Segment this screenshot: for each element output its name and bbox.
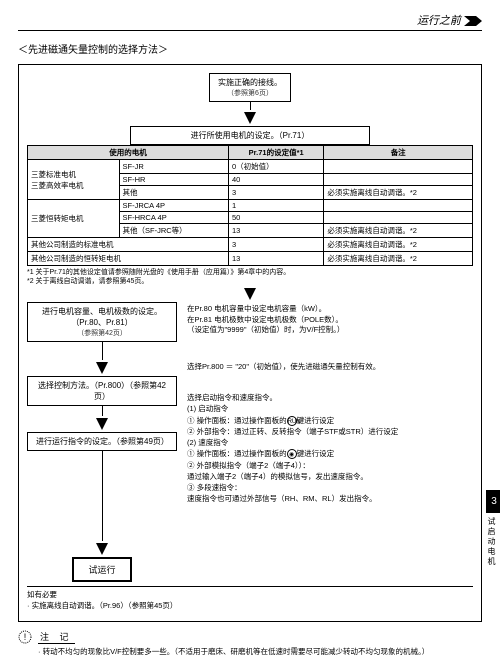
control-note: 选择Pr.800 ＝ "20"（初始值），使先进磁通矢量控制有效。	[187, 362, 473, 373]
chapter-label: 试启动电机	[486, 517, 497, 567]
cell	[324, 174, 473, 186]
cell: 1	[228, 200, 323, 212]
arrow-icon	[96, 418, 108, 430]
startup-l: ② 外部模拟指令（端子2（端子4））：	[187, 460, 473, 471]
trial-run-label: 试运行	[88, 565, 115, 575]
cell	[324, 212, 473, 224]
cell: 其他	[119, 186, 228, 200]
startup-l: (1) 启动指令	[187, 403, 473, 414]
step-control: 选择控制方法。（Pr.800）（参照第42页）	[27, 376, 177, 406]
step-run-label: 进行运行指令的设定。（参照第49页）	[36, 437, 169, 446]
connector	[102, 406, 103, 416]
cell	[324, 200, 473, 212]
startup-l: 通过输入端子2（端子4）的模拟信号，发出速度指令。	[187, 471, 473, 482]
page-header: 运行之前	[18, 12, 482, 31]
step-wiring: 实施正确的接线。 （参照第6页）	[209, 73, 291, 102]
trial-run: 试运行	[72, 557, 131, 582]
step-wiring-ref: （参照第6页）	[218, 88, 282, 98]
cell: 0（初始值）	[228, 160, 323, 174]
startup-l: 速度指令也可通过外部信号（RH、RM、RL）发出指令。	[187, 493, 473, 504]
step-capacity-ref: （参照第42页）	[36, 328, 168, 338]
step-capacity: 进行电机容量、电机极数的设定。（Pr.80、Pr.81） （参照第42页）	[27, 302, 177, 342]
connector	[250, 102, 251, 110]
cell: 必须实施离线自动调谐。*2	[324, 252, 473, 266]
info-icon: !	[18, 630, 32, 646]
capacity-notes: 在Pr.80 电机容量中设定电机容量（kW）。 在Pr.81 电机极数中设定电机…	[187, 304, 473, 336]
step-capacity-label: 进行电机容量、电机极数的设定。（Pr.80、Pr.81）	[36, 306, 168, 328]
run-key-icon: RUN	[287, 416, 297, 426]
th-note: 备注	[324, 146, 473, 160]
flowchart: 实施正确的接线。 （参照第6页） 进行所使用电机的设定。（Pr.71） 使用的电…	[18, 64, 482, 622]
connector	[102, 451, 103, 541]
step-wiring-label: 实施正确的接线。	[218, 77, 282, 88]
chapter-number: 3	[486, 490, 500, 513]
startup-l: (2) 速度指令	[187, 437, 473, 448]
cell: SF-JRCA 4P	[119, 200, 228, 212]
cell: 50	[228, 212, 323, 224]
cell: 其他公司制造的标准电机	[28, 238, 229, 252]
cell: 三菱标准电机三菱高效率电机	[28, 160, 120, 200]
startup-notes: 选择启动指令和速度指令。 (1) 启动指令 ① 操作面板：通过操作面板的RUN键…	[187, 392, 473, 505]
startup-l: ① 操作面板：通过操作面板的RUN键进行设定	[187, 415, 473, 426]
startup-l: ② 外部指令：通过正转、反转指令（端子STF或STR）进行设定	[187, 426, 473, 437]
step-motor-setup: 进行所使用电机的设定。（Pr.71）	[130, 126, 370, 145]
cell: 3	[228, 186, 323, 200]
cell: 必须实施离线自动调谐。*2	[324, 186, 473, 200]
cell: SF-JR	[119, 160, 228, 174]
cell	[324, 160, 473, 174]
motor-table: 使用的电机 Pr.71的设定值*1 备注 三菱标准电机三菱高效率电机SF-JR0…	[27, 145, 473, 266]
step-motor-label: 进行所使用电机的设定。（Pr.71）	[191, 131, 310, 140]
cell: 必须实施离线自动调谐。*2	[324, 224, 473, 238]
th-value: Pr.71的设定值*1	[228, 146, 323, 160]
cell: 40	[228, 174, 323, 186]
note-title: 注 记	[38, 630, 75, 644]
if-needed-line: · 实施离线自动调谐。（Pr.96）（参照第45页）	[27, 600, 473, 611]
cell: 3	[228, 238, 323, 252]
if-needed-title: 如有必要	[27, 589, 473, 600]
arrow-icon	[244, 288, 256, 300]
note-line: 在Pr.80 电机容量中设定电机容量（kW）。	[187, 304, 473, 315]
step-run-cmd: 进行运行指令的设定。（参照第49页）	[27, 432, 177, 451]
cell: SF-HR	[119, 174, 228, 186]
startup-l: ③ 多段速指令：	[187, 482, 473, 493]
note-block: ! 注 记 · 转动不均匀的现象比V/F控制要多一些。（不适用于磨床、研磨机等在…	[18, 630, 482, 657]
startup-l: ① 操作面板：通过操作面板的◉键进行设定	[187, 448, 473, 459]
arrow-icon	[244, 112, 256, 124]
dial-icon: ◉	[287, 449, 297, 459]
cell: 必须实施离线自动调谐。*2	[324, 238, 473, 252]
side-tab: 3 试启动电机	[486, 490, 500, 567]
header-icon	[464, 16, 482, 26]
arrow-icon	[96, 362, 108, 374]
cell: 13	[228, 224, 323, 238]
svg-text:!: !	[24, 632, 27, 642]
note-line: 在Pr.81 电机极数中设定电机极数（POLE数）。	[187, 315, 473, 326]
note-line: （设定值为"9999"（初始值）时，为V/F控制。）	[187, 325, 473, 336]
if-needed-box: 如有必要 · 实施离线自动调谐。（Pr.96）（参照第45页）	[27, 586, 473, 611]
footnote-2: *2 关于离线自动调谐，请参照第45页。	[27, 277, 290, 286]
step-control-label: 选择控制方法。（Pr.800）（参照第42页）	[38, 381, 166, 401]
page: 运行之前 ＜先进磁通矢量控制的选择方法＞ 实施正确的接线。 （参照第6页） 进行…	[0, 0, 500, 669]
cell: 其他公司制造的恒转矩电机	[28, 252, 229, 266]
arrow-icon	[96, 543, 108, 555]
header-text: 运行之前	[417, 15, 461, 27]
th-motor: 使用的电机	[28, 146, 229, 160]
note-body: · 转动不均匀的现象比V/F控制要多一些。（不适用于磨床、研磨机等在低速时需要尽…	[38, 646, 429, 657]
section-title: ＜先进磁通矢量控制的选择方法＞	[18, 41, 482, 56]
footnote-1: *1 关于Pr.71的其他设定值请参照随附光盘的《使用手册（应用篇）》第4章中的…	[27, 268, 290, 277]
startup-title: 选择启动指令和速度指令。	[187, 392, 473, 403]
cell: SF-HRCA 4P	[119, 212, 228, 224]
cell: 其他（SF-JRC等）	[119, 224, 228, 238]
connector	[102, 342, 103, 360]
note-line: 选择Pr.800 ＝ "20"（初始值），使先进磁通矢量控制有效。	[187, 362, 380, 371]
cell: 三菱恒转矩电机	[28, 200, 120, 238]
cell: 13	[228, 252, 323, 266]
